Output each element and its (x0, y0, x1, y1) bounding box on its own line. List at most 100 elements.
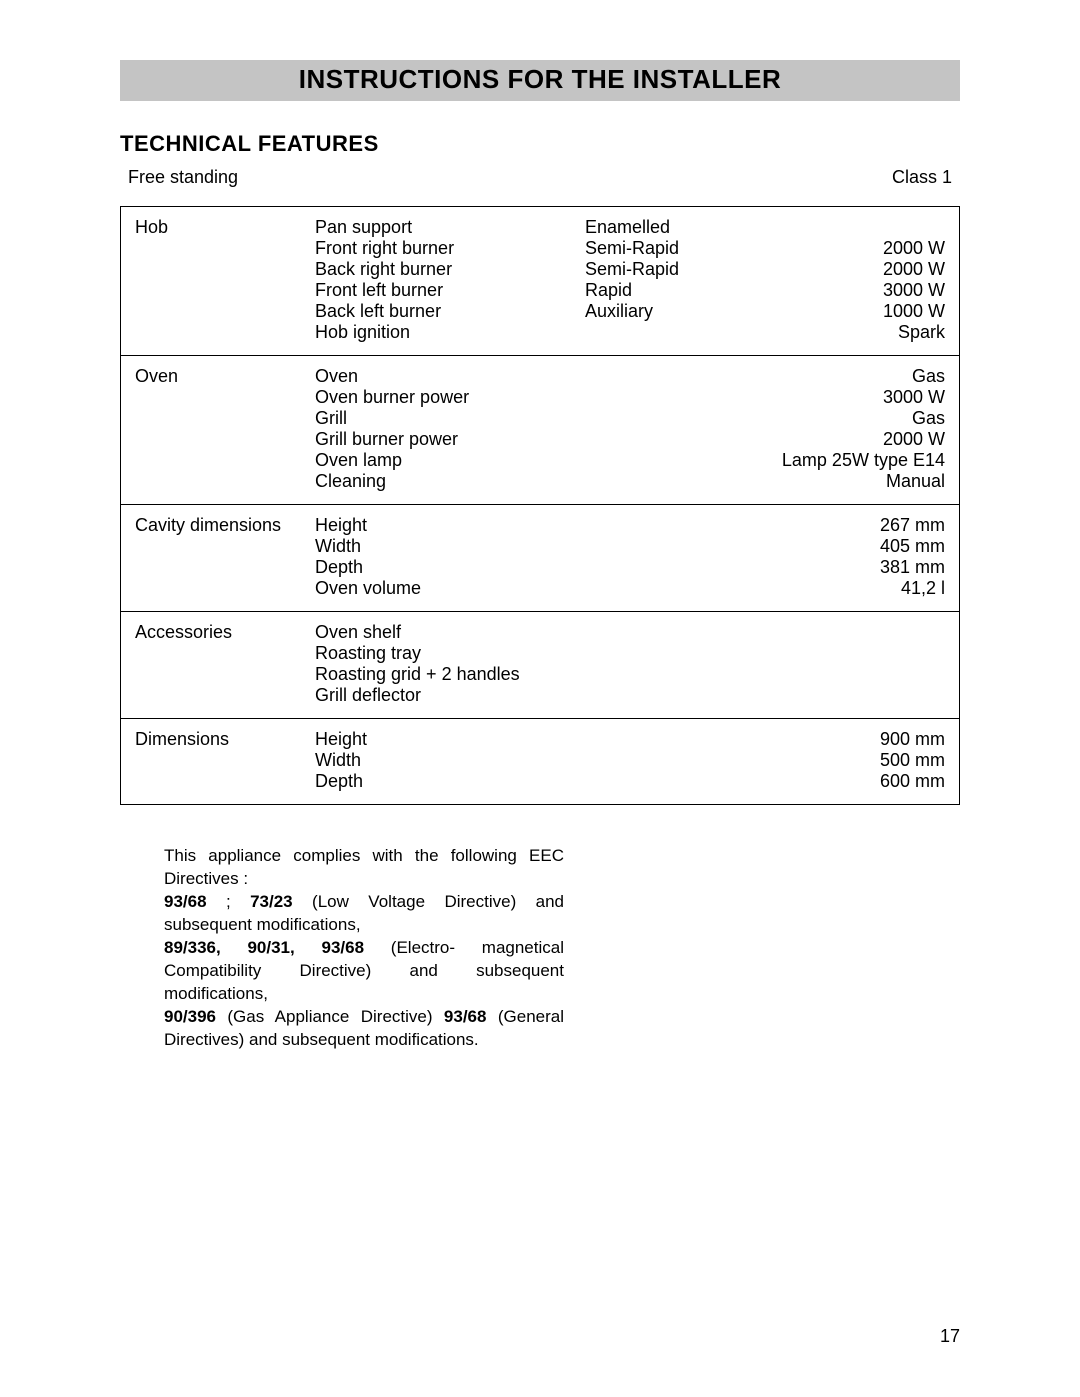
spec-value: 2000 W (745, 238, 945, 259)
table-row: Grill burner power2000 W (315, 429, 945, 450)
table-row: Grill Gas (315, 408, 945, 429)
spec-mid: Auxiliary (585, 301, 745, 322)
spec-value: 381 mm (745, 557, 945, 578)
spec-mid (585, 450, 745, 471)
table-row: Pan supportEnamelled (315, 217, 945, 238)
spec-value (745, 685, 945, 706)
spec-mid (585, 664, 745, 685)
spec-mid (585, 750, 745, 771)
table-row: Oven burner power 3000 W (315, 387, 945, 408)
spec-mid (585, 643, 745, 664)
spec-mid: Semi-Rapid (585, 259, 745, 280)
spec-value: Gas (745, 408, 945, 429)
subhead-right: Class 1 (892, 167, 952, 188)
spec-label: Grill deflector (315, 685, 585, 706)
compliance-line-2: 89/336, 90/31, 93/68 (Electro- magnetica… (164, 937, 564, 1006)
spec-table: HobPan supportEnamelledFront right burne… (120, 206, 960, 805)
spec-label: Height (315, 729, 585, 750)
spec-label: Oven lamp (315, 450, 585, 471)
spec-mid (585, 515, 745, 536)
spec-label: Width (315, 750, 585, 771)
spec-category: Dimensions (135, 729, 315, 792)
spec-label: Depth (315, 557, 585, 578)
spec-label: Cleaning (315, 471, 585, 492)
spec-section: HobPan supportEnamelledFront right burne… (121, 207, 959, 355)
table-row: Width 500 mm (315, 750, 945, 771)
spec-label: Height (315, 515, 585, 536)
table-row: Front left burnerRapid3000 W (315, 280, 945, 301)
spec-mid: Enamelled (585, 217, 745, 238)
section-heading: TECHNICAL FEATURES (120, 131, 960, 157)
table-row: Grill deflector (315, 685, 945, 706)
spec-value: Manual (745, 471, 945, 492)
banner-title: INSTRUCTIONS FOR THE INSTALLER (120, 60, 960, 101)
spec-mid (585, 578, 745, 599)
spec-mid (585, 408, 745, 429)
spec-value: 3000 W (745, 280, 945, 301)
spec-label: Grill burner power (315, 429, 585, 450)
spec-value: 600 mm (745, 771, 945, 792)
spec-value (745, 217, 945, 238)
spec-section: DimensionsHeight900 mmWidth500 mmDepth60… (121, 718, 959, 804)
table-row: Width405 mm (315, 536, 945, 557)
spec-mid (585, 536, 745, 557)
spec-mid (585, 685, 745, 706)
spec-value: Gas (745, 366, 945, 387)
spec-rows: Height 267 mmWidth405 mmDepth 381 mmOven v… (315, 515, 945, 599)
spec-value: Spark (745, 322, 945, 343)
spec-value: 3000 W (745, 387, 945, 408)
spec-mid (585, 366, 745, 387)
compliance-line-3: 90/396 (Gas Appliance Directive) 93/68 (… (164, 1006, 564, 1052)
table-row: Oven shelf (315, 622, 945, 643)
table-row: Height 267 mm (315, 515, 945, 536)
spec-value: 267 mm (745, 515, 945, 536)
spec-value (745, 664, 945, 685)
table-row: Back right burnerSemi-Rapid2000 W (315, 259, 945, 280)
spec-value: 1000 W (745, 301, 945, 322)
spec-category: Oven (135, 366, 315, 492)
spec-label: Oven burner power (315, 387, 585, 408)
spec-section: Cavity dimensionsHeight 267 mmWidth405 mm… (121, 504, 959, 611)
spec-value: 41,2 l (745, 578, 945, 599)
page-number: 17 (940, 1326, 960, 1347)
spec-value: 500 mm (745, 750, 945, 771)
spec-section: AccessoriesOven shelfRoasting trayRoasti… (121, 611, 959, 718)
compliance-d1-sep: ; (207, 892, 251, 911)
table-row: Cleaning Manual (315, 471, 945, 492)
table-row: Roasting grid + 2 handles (315, 664, 945, 685)
spec-mid: Rapid (585, 280, 745, 301)
table-row: Front right burnerSemi-Rapid2000 W (315, 238, 945, 259)
table-row: Hob ignitionSpark (315, 322, 945, 343)
spec-value (745, 643, 945, 664)
compliance-line-1: 93/68 ; 73/23 (Low Voltage Directive) an… (164, 891, 564, 937)
spec-mid (585, 429, 745, 450)
spec-value: 405 mm (745, 536, 945, 557)
compliance-d1-bold2: 73/23 (250, 892, 293, 911)
table-row: Roasting tray (315, 643, 945, 664)
spec-rows: OvenGasOven burner power3000 WGrillGasGr… (315, 366, 945, 492)
spec-mid (585, 322, 745, 343)
spec-section: OvenOvenGasOven burner power3000 WGrillG… (121, 355, 959, 504)
spec-label: Roasting grid + 2 handles (315, 664, 585, 685)
spec-value: 900 mm (745, 729, 945, 750)
subhead-left: Free standing (128, 167, 238, 188)
table-row: Height 900 mm (315, 729, 945, 750)
spec-value: 2000 W (745, 259, 945, 280)
table-row: OvenGas (315, 366, 945, 387)
compliance-d2-bold: 89/336, 90/31, 93/68 (164, 938, 364, 957)
spec-category: Hob (135, 217, 315, 343)
spec-category: Cavity dimensions (135, 515, 315, 599)
spec-label: Oven shelf (315, 622, 585, 643)
compliance-d3-bold2: 93/68 (444, 1007, 487, 1026)
spec-rows: Height900 mmWidth500 mmDepth600 mm (315, 729, 945, 792)
table-row: Back left burnerAuxiliary1000 W (315, 301, 945, 322)
spec-label: Back right burner (315, 259, 585, 280)
spec-mid (585, 557, 745, 578)
compliance-intro: This appliance complies with the followi… (164, 845, 564, 891)
spec-label: Front right burner (315, 238, 585, 259)
spec-label: Grill (315, 408, 585, 429)
table-row: Oven volume41,2 l (315, 578, 945, 599)
spec-category: Accessories (135, 622, 315, 706)
subhead-row: Free standing Class 1 (120, 167, 960, 206)
spec-mid (585, 387, 745, 408)
